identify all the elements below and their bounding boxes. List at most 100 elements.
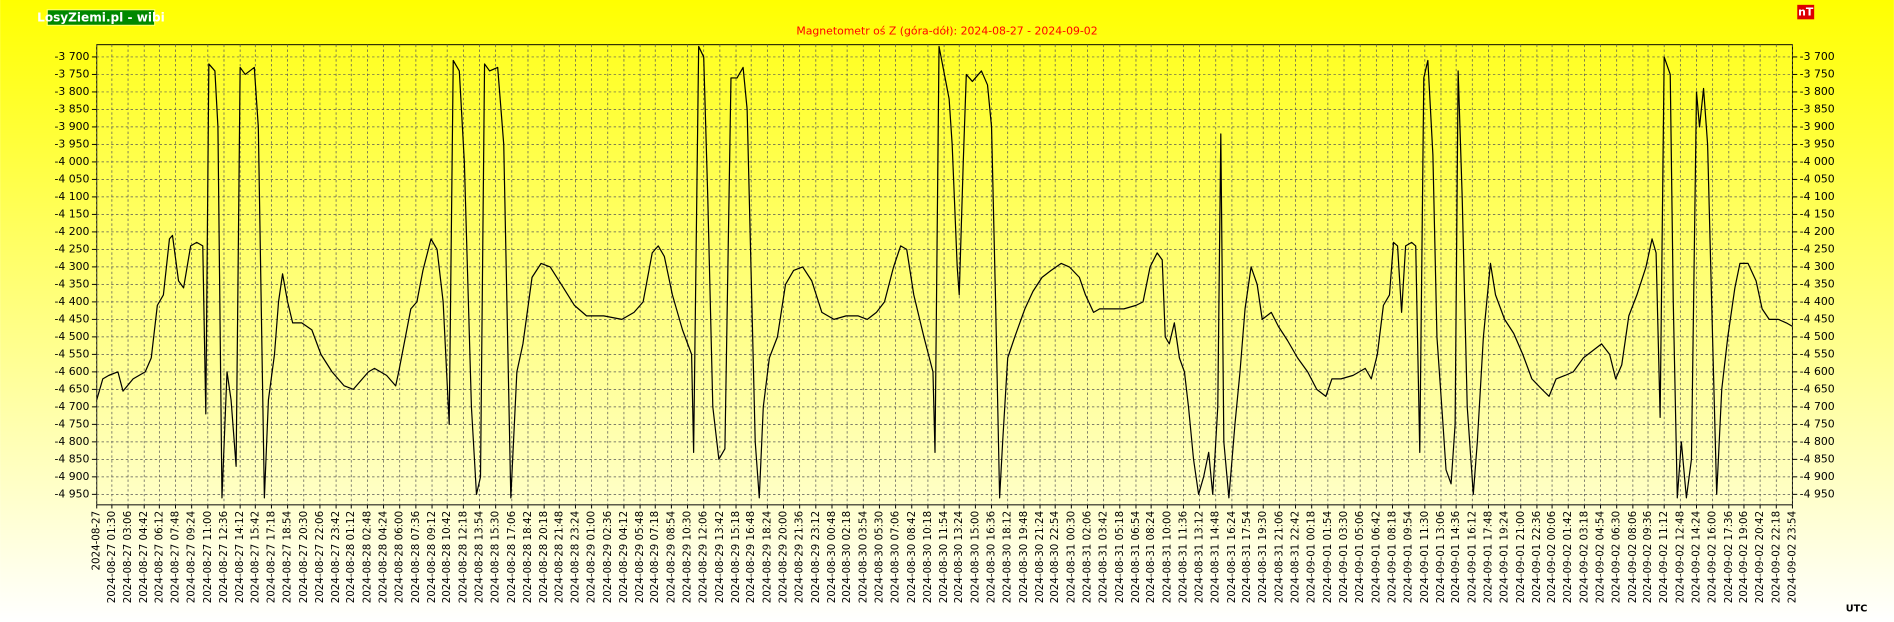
x-tick-label: 2024-08-29 02:36 [602, 511, 614, 603]
y-tick-label: -4 300 [54, 260, 89, 273]
x-tick-label: 2024-09-02 23:54 [1786, 511, 1798, 603]
x-tick-label: 2024-08-31 14:48 [1210, 511, 1222, 603]
x-tick-label: 2024-08-31 11:36 [1177, 511, 1189, 603]
x-tick-label: 2024-09-02 01:42 [1562, 511, 1574, 603]
y2-tick-label: -4 250 [1800, 242, 1835, 255]
x-tick-label: 2024-09-02 11:12 [1658, 511, 1670, 603]
y-tick-label: -4 350 [54, 277, 89, 290]
x-tick-label: 2024-08-30 19:48 [1018, 511, 1030, 603]
y2-tick-label: -4 550 [1800, 347, 1835, 360]
y2-tick-label: -4 750 [1800, 417, 1835, 430]
unit-label: nT [1798, 6, 1814, 19]
y2-tick-label: -4 350 [1800, 277, 1835, 290]
x-tick-label: 2024-08-28 15:30 [490, 511, 502, 603]
x-tick-label: 2024-09-01 16:12 [1466, 511, 1478, 603]
x-tick-label: 2024-08-31 13:12 [1194, 511, 1206, 603]
y2-tick-label: -3 700 [1800, 50, 1835, 63]
y-tick-label: -4 400 [54, 295, 89, 308]
x-tick-label: 2024-08-31 22:42 [1290, 511, 1302, 603]
x-tick-label: 2024-08-27 20:30 [298, 511, 310, 603]
x-tick-label: 2024-08-31 00:30 [1065, 511, 1077, 603]
y2-tick-label: -3 850 [1800, 102, 1835, 115]
x-tick-label: 2024-09-02 19:06 [1738, 511, 1750, 603]
y2-tick-label: -4 200 [1800, 225, 1835, 238]
x-tick-label: 2024-08-29 08:54 [665, 511, 677, 603]
x-tick-label: 2024-08-30 15:00 [969, 511, 981, 603]
y-tick-label: -4 550 [54, 347, 89, 360]
x-tick-label: 2024-08-27 09:24 [186, 511, 198, 603]
x-tick-label: 2024-09-01 09:54 [1403, 511, 1415, 603]
y-tick-label: -4 900 [54, 470, 89, 483]
y-tick-label: -3 750 [54, 67, 89, 80]
y-tick-label: -4 700 [54, 400, 89, 413]
x-tick-label: 2024-08-31 10:00 [1161, 511, 1173, 603]
x-tick-label: 2024-08-30 21:24 [1034, 511, 1046, 603]
y2-tick-label: -4 400 [1800, 295, 1835, 308]
x-tick-label: 2024-08-28 13:54 [474, 511, 486, 603]
x-tick-label: 2024-08-27 14:12 [234, 511, 246, 603]
x-tick-label: 2024-08-29 21:36 [794, 511, 806, 603]
y-tick-label: -4 600 [54, 365, 89, 378]
y-tick-label: -4 100 [54, 190, 89, 203]
y2-tick-label: -3 750 [1800, 67, 1835, 80]
x-tick-label: 2024-08-31 06:54 [1130, 511, 1142, 603]
data-line [96, 45, 1793, 499]
x-tick-label: 2024-08-28 09:12 [426, 511, 438, 603]
x-tick-label: 2024-08-29 12:06 [698, 511, 710, 603]
y2-tick-label: -4 450 [1800, 312, 1835, 325]
y-tick-label: -4 500 [54, 330, 89, 343]
plot-area [96, 44, 1793, 506]
x-tick-label: 2024-08-27 15:42 [249, 511, 261, 603]
y2-tick-label: -4 900 [1800, 470, 1835, 483]
x-tick-label: 2024-08-31 16:24 [1226, 511, 1238, 603]
x-tick-label: 2024-08-29 20:00 [777, 511, 789, 603]
x-tick-label: 2024-08-30 22:54 [1049, 511, 1061, 603]
x-tick-label: 2024-08-27 06:12 [153, 511, 165, 603]
axes: -3 700 -3 700 -3 750 -3 750 -3 800 -3 800 -3 8… [54, 50, 1834, 603]
x-tick-label: 2024-08-30 10:18 [922, 511, 934, 603]
y2-tick-label: -4 700 [1800, 400, 1835, 413]
x-tick-label: 2024-08-31 03:42 [1098, 511, 1110, 603]
x-tick-label: 2024-08-28 04:24 [378, 511, 390, 603]
x-tick-label: 2024-08-28 18:42 [522, 511, 534, 603]
timezone-label: UTC [1846, 604, 1868, 615]
y-tick-label: -4 850 [54, 452, 89, 465]
x-tick-label: 2024-09-01 19:24 [1499, 511, 1511, 603]
x-tick-label: 2024-08-30 08:42 [906, 511, 918, 603]
chart-title: Magnetometr oś Z (góra-dół): 2024-08-27 … [796, 24, 1097, 37]
x-tick-label: 2024-08-28 12:18 [457, 511, 469, 603]
x-tick-label: 2024-08-30 05:30 [873, 511, 885, 603]
x-tick-label: 2024-08-28 20:18 [538, 511, 550, 603]
x-tick-label: 2024-08-31 17:54 [1241, 511, 1253, 603]
source-label: LosyZiemi.pl - wibi [37, 11, 165, 25]
x-tick-label: 2024-08-29 13:42 [714, 511, 726, 603]
y-tick-label: -4 000 [54, 155, 89, 168]
x-tick-label: 2024-08-29 16:48 [745, 511, 757, 603]
x-tick-label: 2024-08-27 12:36 [218, 511, 230, 603]
y-tick-label: -3 950 [54, 137, 89, 150]
x-tick-label: 2024-09-01 01:54 [1322, 511, 1334, 603]
x-tick-label: 2024-08-29 18:24 [761, 511, 773, 603]
unit-box [1797, 4, 1815, 20]
x-tick-label: 2024-08-27 23:42 [330, 511, 342, 603]
x-tick-label: 2024-08-30 00:48 [826, 511, 838, 603]
y-tick-label: -4 050 [54, 172, 89, 185]
y-tick-label: -4 800 [54, 435, 89, 448]
y2-tick-label: -4 500 [1800, 330, 1835, 343]
x-tick-label: 2024-08-31 19:30 [1257, 511, 1269, 603]
x-tick-label: 2024-09-02 12:48 [1674, 511, 1686, 603]
x-tick-label: 2024-09-01 13:06 [1435, 511, 1447, 603]
x-tick-label: 2024-08-28 02:48 [361, 511, 373, 603]
x-tick-label: 2024-09-01 11:30 [1419, 511, 1431, 603]
x-tick-label: 2024-09-02 16:00 [1707, 511, 1719, 603]
y2-tick-label: -4 150 [1800, 207, 1835, 220]
x-tick-label: 2024-08-27 03:06 [122, 511, 134, 603]
y-tick-label: -3 700 [54, 50, 89, 63]
y-tick-label: -4 750 [54, 417, 89, 430]
x-tick-label: 2024-09-01 17:48 [1482, 511, 1494, 603]
x-tick-label: 2024-09-01 00:18 [1306, 511, 1318, 603]
x-tick-label: 2024-08-28 23:24 [569, 511, 581, 603]
x-tick-label: 2024-08-30 02:18 [841, 511, 853, 603]
